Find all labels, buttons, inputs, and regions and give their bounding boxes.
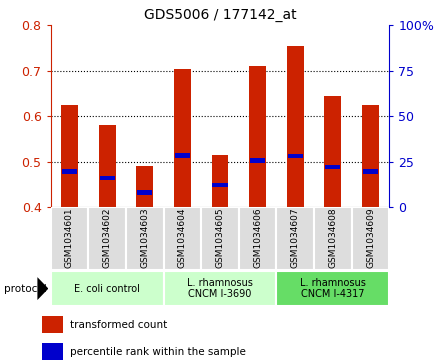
Text: GSM1034604: GSM1034604 (178, 207, 187, 268)
Polygon shape (37, 277, 48, 300)
Text: GSM1034608: GSM1034608 (328, 207, 337, 268)
Bar (363, 169, 378, 174)
Text: L. rhamnosus
CNCM I-3690: L. rhamnosus CNCM I-3690 (187, 278, 253, 299)
Text: GSM1034606: GSM1034606 (253, 207, 262, 268)
Bar (99, 125, 116, 207)
Bar (174, 69, 191, 207)
Bar (213, 183, 227, 187)
Text: GSM1034601: GSM1034601 (65, 207, 74, 268)
Bar (137, 190, 152, 195)
FancyBboxPatch shape (276, 271, 389, 306)
FancyBboxPatch shape (51, 207, 88, 270)
Bar (175, 153, 190, 158)
Text: GSM1034609: GSM1034609 (366, 207, 375, 268)
FancyBboxPatch shape (88, 207, 126, 270)
FancyBboxPatch shape (51, 271, 164, 306)
Bar (326, 165, 341, 169)
Bar (324, 96, 341, 207)
FancyBboxPatch shape (164, 271, 276, 306)
Bar (62, 169, 77, 174)
Bar (288, 154, 303, 158)
Text: L. rhamnosus
CNCM I-4317: L. rhamnosus CNCM I-4317 (300, 278, 366, 299)
Text: GSM1034605: GSM1034605 (216, 207, 224, 268)
Bar (362, 105, 379, 207)
Bar (61, 105, 78, 207)
Text: percentile rank within the sample: percentile rank within the sample (70, 347, 246, 357)
Text: protocol: protocol (4, 284, 47, 294)
Bar (250, 158, 265, 163)
Text: GSM1034607: GSM1034607 (291, 207, 300, 268)
Bar (42, 316, 62, 333)
Title: GDS5006 / 177142_at: GDS5006 / 177142_at (144, 8, 296, 22)
FancyBboxPatch shape (239, 207, 276, 270)
Bar (42, 343, 62, 360)
Text: GSM1034602: GSM1034602 (103, 207, 112, 268)
FancyBboxPatch shape (126, 207, 164, 270)
Text: E. coli control: E. coli control (74, 284, 140, 294)
Bar (136, 166, 153, 207)
FancyBboxPatch shape (352, 207, 389, 270)
Text: transformed count: transformed count (70, 319, 167, 330)
FancyBboxPatch shape (314, 207, 352, 270)
Bar (249, 66, 266, 207)
FancyBboxPatch shape (164, 207, 201, 270)
FancyBboxPatch shape (276, 207, 314, 270)
Bar (287, 46, 304, 207)
Text: GSM1034603: GSM1034603 (140, 207, 149, 268)
Bar (99, 176, 114, 180)
FancyBboxPatch shape (201, 207, 239, 270)
Bar (212, 155, 228, 207)
